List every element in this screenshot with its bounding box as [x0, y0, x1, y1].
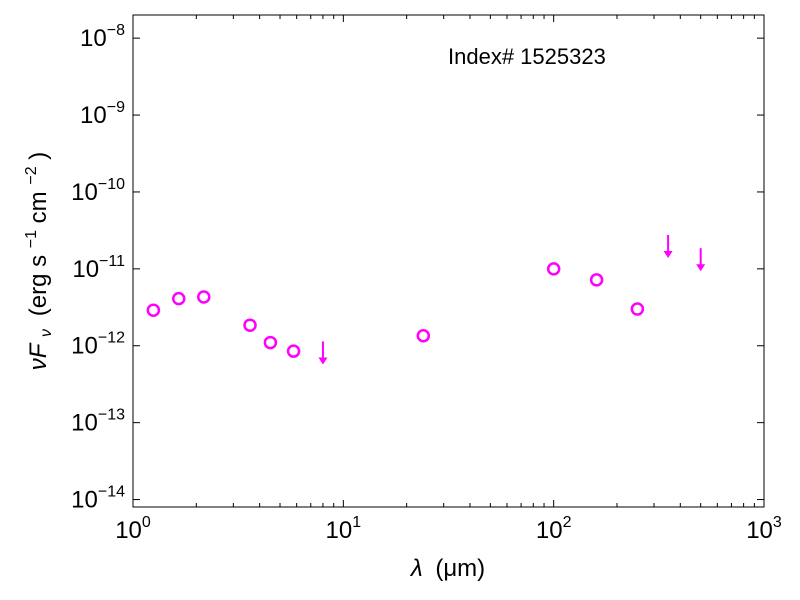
plot-frame: [132, 14, 765, 508]
data-point: [263, 335, 278, 350]
data-point: [286, 344, 301, 358]
x-axis-symbol: λ: [409, 555, 423, 582]
x-axis-unit: (μm): [435, 555, 485, 582]
y-tick-label: 10−12: [71, 330, 125, 360]
data-point: [243, 318, 257, 332]
x-axis-label: λ (μm): [409, 555, 485, 582]
y-axis-label: νF ν (erg s −1 cm −2 ): [15, 152, 57, 371]
upper-limit-marker: [663, 235, 673, 259]
data-point: [630, 302, 645, 316]
y-tick-label: 10−9: [80, 99, 125, 129]
y-tick-label: 10−11: [72, 253, 125, 283]
chart-annotation: Index# 1525323: [448, 44, 606, 69]
upper-limit-marker: [696, 248, 706, 272]
y-axis-unit-prefix: (erg s: [25, 255, 52, 316]
y-tick-label: 10−8: [80, 22, 125, 52]
x-tick-label: 102: [536, 514, 572, 544]
data-point: [146, 303, 161, 317]
y-axis-symbol: νF: [25, 342, 52, 370]
upper-limit-head: [663, 251, 673, 259]
data-marks: [146, 235, 706, 365]
y-axis-exp2: −2: [23, 166, 40, 184]
y-tick-label: 10−13: [71, 407, 125, 437]
data-point: [171, 291, 186, 306]
x-tick-label: 100: [115, 514, 151, 544]
data-point: [589, 273, 604, 287]
y-axis-exp1: −1: [23, 230, 40, 248]
y-axis-subscript: ν: [38, 329, 55, 337]
upper-limit-head: [318, 357, 328, 365]
data-point: [416, 328, 431, 343]
data-point: [197, 290, 211, 304]
y-tick-label: 10−14: [71, 484, 125, 514]
upper-limit-marker: [318, 341, 328, 365]
upper-limit-head: [696, 264, 706, 272]
y-axis-unit-mid: cm: [25, 191, 52, 223]
y-tick-label: 10−10: [71, 176, 125, 206]
axis-ticks: 100 101 102 103 10−14 10−13 10−12 10−11 10−10 10−…: [71, 15, 782, 544]
y-axis-unit-suffix: ): [25, 152, 52, 160]
data-point: [546, 262, 561, 276]
x-tick-label: 101: [326, 514, 362, 544]
x-tick-label: 103: [746, 514, 782, 544]
